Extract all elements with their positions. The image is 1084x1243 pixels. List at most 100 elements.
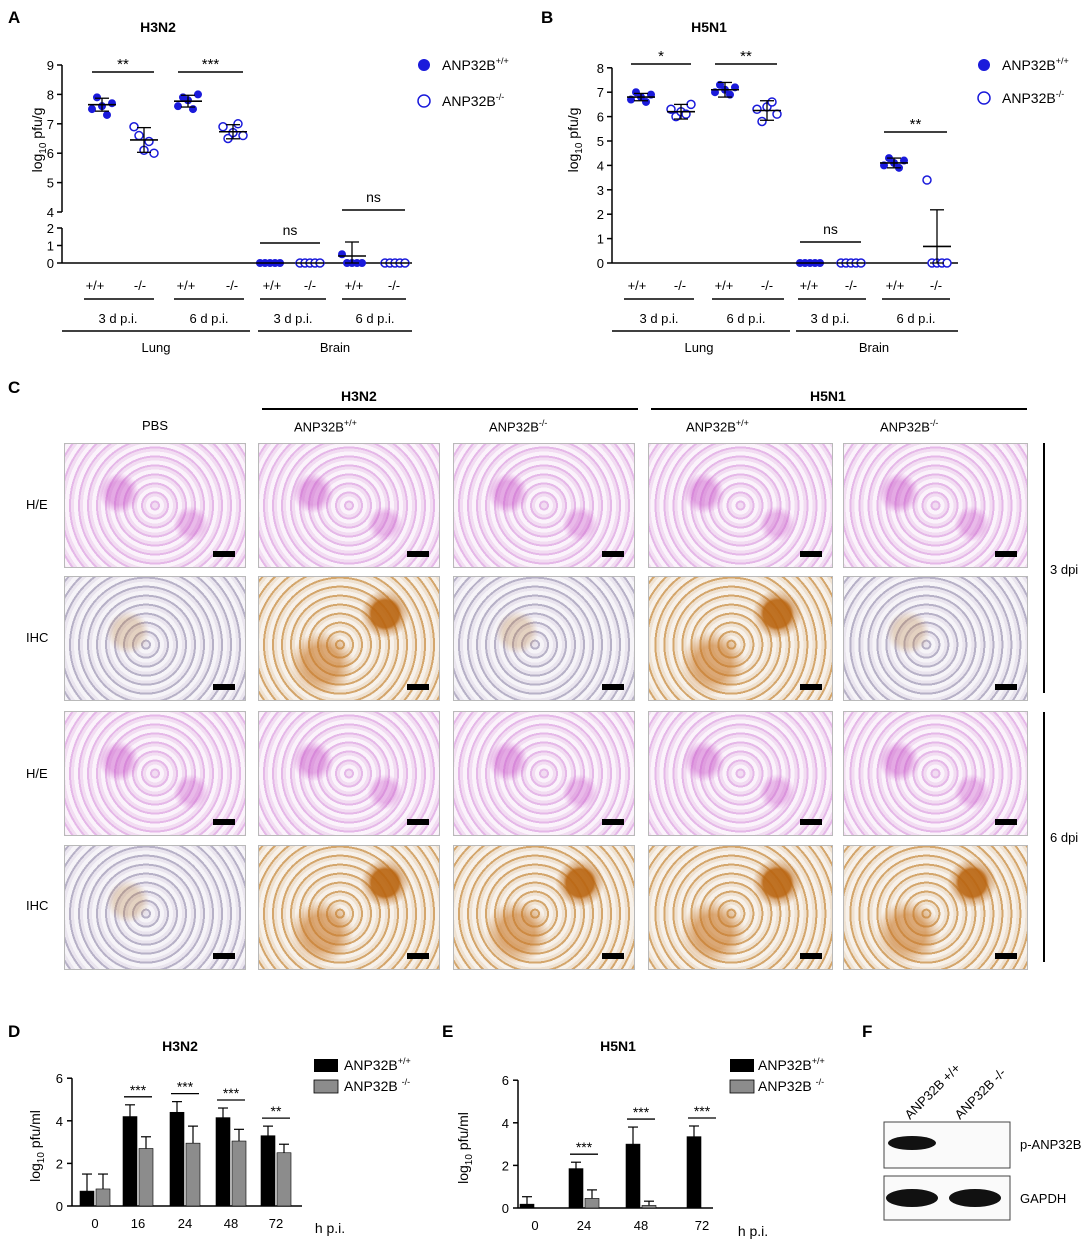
y-tick-label: 4 [56,1114,63,1129]
group-b-ko-3: -/- [845,278,857,293]
group-b-brain: Brain [859,340,889,355]
data-point-ko [149,148,159,158]
legend-b-open-marker [977,91,991,105]
legend-e-wt-swatch [730,1059,754,1072]
legend-a-open-marker [417,94,431,108]
scale-bar [602,684,624,690]
data-point-wt [642,97,650,106]
row-label-ihc-6dpi: IHC [26,898,49,913]
micrograph-he-6dpi-h3n2-ko [453,711,635,836]
micrograph-ihc-3dpi-h3n2-ko [453,576,635,701]
bar-wt [79,1190,95,1207]
bar-wt [568,1168,584,1209]
scale-bar [213,819,235,825]
bar-ko [95,1188,111,1207]
timepoint-bar-6dpi [1043,712,1045,962]
group-b-ko-1: -/- [674,278,686,293]
group-b-day3-brain: 3 d p.i. [810,311,849,326]
data-point-ko [686,99,696,110]
data-point-wt [174,102,182,111]
chart-e-xlabel: h p.i. [738,1223,768,1239]
legend-b-ko-label: ANP32B-/- [1002,89,1064,106]
group-a-day6-lung: 6 d p.i. [189,311,228,326]
scale-bar [995,551,1017,557]
bar-ko [185,1142,201,1207]
histology-h3n2-bar [262,408,638,410]
data-point-ko [238,130,248,141]
scale-bar [800,684,822,690]
band-label-gapdh: GAPDH [1020,1191,1066,1206]
scale-bar [602,551,624,557]
scale-bar [800,551,822,557]
histology-header-h3n2: H3N2 [341,388,377,404]
group-a-day3-brain: 3 d p.i. [273,311,312,326]
x-tick-label: 24 [577,1218,591,1233]
group-a-wt-4: +/+ [345,278,364,293]
x-tick-label: 24 [178,1216,192,1231]
group-b-day6-brain: 6 d p.i. [896,311,935,326]
significance-label: *** [576,1139,593,1155]
significance-label: *** [694,1103,711,1119]
scale-bar [407,819,429,825]
panel-f-western-blot: ANP32B +/+ ANP32B -/- p-ANP32B GAPDH [883,1060,1081,1221]
group-b-wt-3: +/+ [800,278,819,293]
y-tick-label: 2 [502,1158,509,1173]
y-tick-label: 0 [502,1201,509,1216]
bar-wt [625,1143,641,1209]
data-point-ko [752,104,762,115]
data-point-ko [922,175,932,185]
scale-bar [602,819,624,825]
x-tick-label: 0 [91,1216,98,1231]
col-label-h5n1-wt: ANP32B+/+ [686,418,749,435]
data-point-wt [108,99,116,108]
data-point-wt [358,259,366,267]
micrograph-ihc-3dpi-h5n1-wt [648,576,833,701]
panel-label-c: C [8,378,21,397]
band-gapdh-wt [886,1189,938,1207]
group-a-ko-3: -/- [304,278,316,293]
x-tick-label: 48 [634,1218,648,1233]
significance-label: * [658,48,664,65]
data-point-ko [144,136,154,147]
band-gapdh-ko [949,1189,1001,1207]
micrograph-ihc-6dpi-h3n2-ko [453,845,635,970]
bar-wt [215,1117,231,1207]
data-point-wt [88,105,96,114]
data-point-wt [189,105,197,114]
data-point-ko [134,130,144,141]
band-label-p-anp32b: p-ANP32B [1020,1137,1081,1152]
data-point-wt [103,110,111,119]
chart-e-ylabel: log10 pfu/ml [455,1112,475,1184]
y-tick-label: 2 [47,221,54,236]
legend-a-ko-label: ANP32B-/- [442,92,504,109]
col-label-h3n2-wt: ANP32B+/+ [294,418,357,435]
panel-label-e: E [442,1022,454,1041]
scale-bar [407,953,429,959]
data-point-wt [632,88,640,97]
scale-bar [995,953,1017,959]
legend-a-wt-label: ANP32B+/+ [442,56,509,73]
row-label-ihc-3dpi: IHC [26,630,49,645]
y-tick-label: 0 [597,256,604,271]
scale-bar [407,684,429,690]
col-label-h5n1-ko: ANP32B-/- [880,418,939,435]
panel-label-b: B [541,8,554,27]
y-tick-label: 7 [597,85,604,100]
chart-a-ylabel: log10 pfu/g [29,108,49,173]
y-tick-label: 0 [47,256,54,271]
y-tick-label: 6 [56,1071,63,1086]
group-b-wt-1: +/+ [628,278,647,293]
y-tick-label: 6 [502,1073,509,1088]
row-label-he-3dpi: H/E [26,497,48,512]
x-tick-label: 48 [224,1216,238,1231]
scale-bar [213,551,235,557]
scale-bar [407,551,429,557]
y-tick-label: 6 [47,146,54,161]
scale-bar [800,953,822,959]
scale-bar [995,684,1017,690]
y-tick-label: 4 [47,205,54,220]
group-a-ko-1: -/- [134,278,146,293]
